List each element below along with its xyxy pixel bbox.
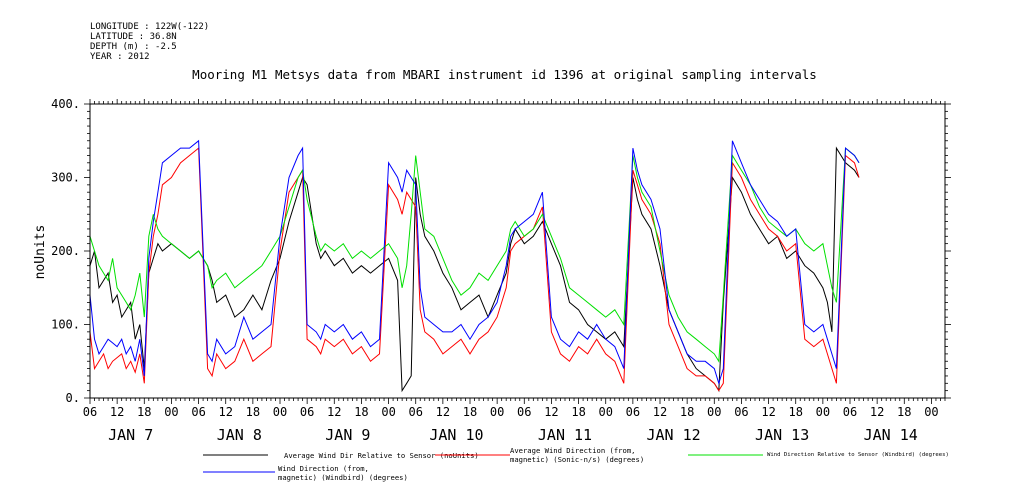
x-tick-label-23: 00 bbox=[707, 405, 721, 419]
x-tick-label-11: 00 bbox=[381, 405, 395, 419]
x-tick-label-5: 12 bbox=[218, 405, 232, 419]
x-day-label-3: JAN 10 bbox=[429, 426, 483, 444]
x-tick-label-0: 06 bbox=[83, 405, 97, 419]
x-day-label-1: JAN 8 bbox=[217, 426, 262, 444]
x-tick-label-15: 00 bbox=[490, 405, 504, 419]
y-tick-label-4: 400. bbox=[51, 97, 80, 111]
y-tick-label-2: 200. bbox=[51, 244, 80, 258]
x-tick-label-12: 06 bbox=[408, 405, 422, 419]
legend-label-1: magnetic) (Sonic-n/s) (degrees) bbox=[510, 455, 644, 464]
x-tick-label-14: 18 bbox=[463, 405, 477, 419]
metadata-block: LONGITUDE : 122W(-122) LATITUDE : 36.8N … bbox=[90, 22, 209, 62]
x-tick-label-28: 06 bbox=[843, 405, 857, 419]
metadata-longitude: LONGITUDE : 122W(-122) bbox=[90, 22, 210, 32]
y-tick-label-1: 100. bbox=[51, 318, 80, 332]
x-tick-label-25: 12 bbox=[761, 405, 775, 419]
legend: Average Wind Dir Relative to Sensor (noU… bbox=[203, 446, 949, 482]
y-tick-label-3: 300. bbox=[51, 171, 80, 185]
x-tick-label-7: 00 bbox=[273, 405, 287, 419]
x-tick-label-21: 12 bbox=[653, 405, 667, 419]
x-tick-label-8: 06 bbox=[300, 405, 314, 419]
legend-label-1: Average Wind Direction (from, bbox=[510, 446, 636, 455]
x-tick-label-20: 06 bbox=[626, 405, 640, 419]
x-day-label-6: JAN 13 bbox=[755, 426, 809, 444]
x-tick-label-30: 18 bbox=[897, 405, 911, 419]
x-tick-label-17: 12 bbox=[544, 405, 558, 419]
x-tick-label-27: 00 bbox=[816, 405, 830, 419]
x-tick-label-16: 06 bbox=[517, 405, 531, 419]
x-tick-label-3: 00 bbox=[164, 405, 178, 419]
legend-label-0: Average Wind Dir Relative to Sensor (noU… bbox=[284, 451, 479, 460]
x-tick-label-13: 12 bbox=[436, 405, 450, 419]
series-line-0 bbox=[89, 146, 860, 393]
x-tick-label-26: 18 bbox=[788, 405, 802, 419]
x-day-label-0: JAN 7 bbox=[108, 426, 153, 444]
metadata-year: YEAR : 2012 bbox=[90, 52, 150, 62]
series-line-3 bbox=[89, 139, 860, 386]
x-day-label-4: JAN 11 bbox=[538, 426, 592, 444]
axes: 06 12 18 00 06 12 18 00 06 12 18 00 06 12 18 00 06 12 18 00… bbox=[51, 97, 951, 444]
x-tick-label-22: 18 bbox=[680, 405, 694, 419]
x-tick-label-6: 18 bbox=[246, 405, 260, 419]
metadata-latitude: LATITUDE : 36.8N bbox=[90, 32, 177, 42]
x-tick-label-1: 12 bbox=[110, 405, 124, 419]
x-tick-label-31: 00 bbox=[924, 405, 938, 419]
x-tick-label-29: 12 bbox=[870, 405, 884, 419]
x-tick-label-19: 00 bbox=[598, 405, 612, 419]
plot-lines bbox=[89, 139, 860, 393]
plot-border bbox=[89, 103, 946, 399]
x-tick-label-10: 18 bbox=[354, 405, 368, 419]
x-tick-label-24: 06 bbox=[734, 405, 748, 419]
x-tick-label-2: 18 bbox=[137, 405, 151, 419]
legend-label-2: Wind Direction Relative to Sensor (Windb… bbox=[767, 452, 949, 458]
series-line-2 bbox=[89, 147, 860, 363]
x-tick-label-18: 18 bbox=[571, 405, 585, 419]
legend-label-3: Wind Direction (from, bbox=[278, 464, 369, 473]
x-tick-label-4: 06 bbox=[191, 405, 205, 419]
y-tick-label-0: 0. bbox=[66, 391, 80, 405]
series-line-1 bbox=[89, 147, 860, 392]
x-tick-label-9: 12 bbox=[327, 405, 341, 419]
x-day-label-2: JAN 9 bbox=[325, 426, 370, 444]
chart-title: Mooring M1 Metsys data from MBARI instru… bbox=[192, 67, 817, 82]
x-day-label-5: JAN 12 bbox=[646, 426, 700, 444]
x-day-label-7: JAN 14 bbox=[864, 426, 918, 444]
metadata-depth: DEPTH (m) : -2.5 bbox=[90, 42, 177, 52]
legend-label-3: magnetic) (Windbird) (degrees) bbox=[278, 473, 408, 482]
y-axis-label: noUnits bbox=[33, 225, 48, 280]
plot-frame bbox=[89, 103, 946, 399]
